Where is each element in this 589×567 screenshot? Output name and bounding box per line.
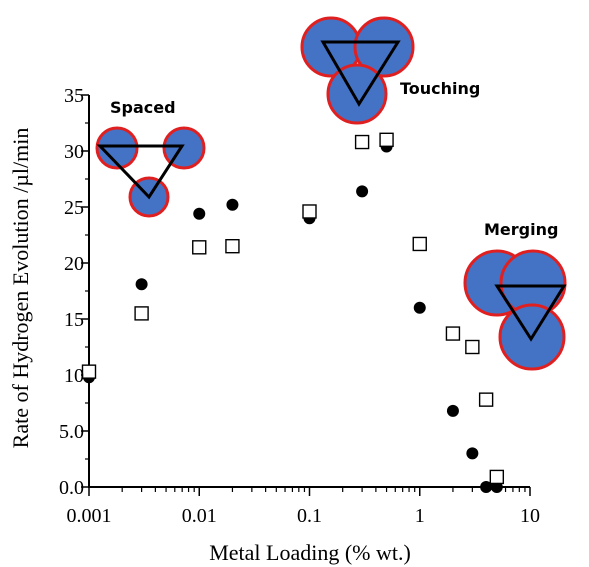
- data-point-filled-circle: [135, 278, 148, 291]
- data-point-open-square: [225, 238, 240, 254]
- triangle-outline: [320, 40, 401, 107]
- data-point-open-square: [302, 204, 317, 219]
- data-point-open-square: [489, 469, 505, 485]
- particle-circle: [326, 63, 388, 125]
- x-tick-label: 10: [520, 505, 540, 527]
- x-tick-label: 0.01: [182, 505, 217, 527]
- y-tick-label: 20: [64, 253, 84, 275]
- y-tick-label: 15: [64, 309, 84, 331]
- annotation-label: Spaced: [110, 98, 176, 117]
- y-axis-label: Rate of Hydrogen Evolution /µl/min: [8, 128, 33, 449]
- data-point-filled-circle: [356, 185, 369, 198]
- data-point-open-square: [354, 134, 370, 150]
- y-tick-label: 35: [64, 85, 84, 107]
- data-point-filled-circle: [466, 447, 479, 460]
- data-point-filled-circle: [480, 481, 493, 493]
- x-axis-label: Metal Loading (% wt.): [209, 540, 411, 565]
- y-tick-label: 0.0: [59, 477, 84, 499]
- y-tick-label: 5.0: [59, 421, 84, 443]
- data-point-open-square: [478, 392, 494, 407]
- particle-circle: [353, 16, 415, 78]
- annotation-label: Touching: [400, 79, 480, 98]
- merging-annotation: Merging: [463, 220, 567, 371]
- data-point-filled-circle: [193, 207, 206, 220]
- axes: [81, 94, 531, 496]
- data-point-open-square: [412, 236, 427, 252]
- data-point-open-square: [81, 364, 97, 379]
- y-tick-label: 10: [64, 365, 84, 387]
- data-point-filled-circle: [446, 404, 459, 417]
- y-tick-label: 25: [64, 197, 84, 219]
- data-point-filled-circle: [226, 198, 239, 211]
- triangle-outline: [494, 284, 567, 342]
- particle-circle: [95, 126, 139, 170]
- data-point-open-square: [379, 132, 394, 148]
- triangle-outline: [96, 144, 185, 200]
- data-point-open-square: [192, 240, 207, 255]
- annotation-label: Merging: [484, 220, 558, 239]
- annotation-layer: Spaced Touching Merging: [95, 16, 567, 371]
- x-tick-label: 0.1: [297, 505, 322, 527]
- tick-labels: 0.0 5.0 10 15 20 25 30 35 0.001 0.01 0.1 1 10: [59, 85, 540, 527]
- touching-annotation: Touching: [300, 16, 480, 125]
- data-point-open-square: [445, 326, 461, 341]
- data-point-open-square: [134, 306, 149, 321]
- data-points: [81, 132, 505, 493]
- x-tick-label: 1: [415, 505, 425, 527]
- y-tick-label: 30: [64, 141, 84, 163]
- data-point-filled-circle: [413, 301, 426, 314]
- x-tick-label: 0.001: [67, 505, 112, 527]
- data-point-open-square: [465, 339, 480, 355]
- spaced-annotation: Spaced: [95, 98, 206, 218]
